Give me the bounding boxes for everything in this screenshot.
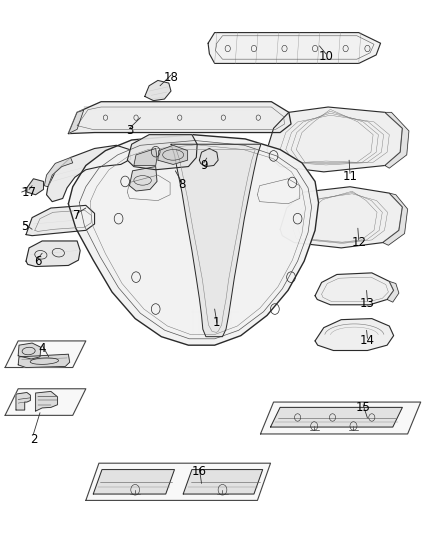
Polygon shape: [383, 193, 408, 245]
Polygon shape: [385, 112, 409, 168]
Polygon shape: [16, 392, 30, 410]
Polygon shape: [86, 463, 271, 500]
Polygon shape: [387, 281, 399, 302]
Polygon shape: [145, 80, 171, 101]
Polygon shape: [171, 144, 261, 337]
Text: 8: 8: [178, 177, 186, 191]
Text: 9: 9: [200, 159, 208, 172]
Text: 3: 3: [126, 124, 133, 138]
Polygon shape: [68, 135, 318, 345]
Text: 18: 18: [163, 71, 178, 84]
Polygon shape: [18, 343, 41, 359]
Text: 1: 1: [213, 316, 221, 329]
Text: 16: 16: [192, 465, 207, 478]
Polygon shape: [267, 107, 403, 172]
Polygon shape: [261, 402, 421, 434]
Text: 5: 5: [21, 220, 28, 233]
Text: 7: 7: [73, 209, 81, 222]
Text: 15: 15: [356, 401, 371, 414]
Polygon shape: [315, 319, 394, 351]
Polygon shape: [271, 407, 403, 427]
Polygon shape: [27, 179, 43, 195]
Polygon shape: [35, 391, 57, 411]
Polygon shape: [5, 341, 86, 368]
Text: 4: 4: [39, 342, 46, 356]
Text: 10: 10: [318, 50, 333, 63]
Text: 17: 17: [21, 185, 37, 199]
Polygon shape: [158, 146, 187, 165]
Polygon shape: [5, 389, 86, 415]
Polygon shape: [130, 166, 157, 191]
Polygon shape: [18, 354, 70, 368]
Text: 12: 12: [351, 236, 366, 249]
Text: 14: 14: [360, 334, 375, 348]
Polygon shape: [46, 146, 131, 201]
Text: 11: 11: [343, 169, 357, 183]
Polygon shape: [199, 149, 218, 166]
Polygon shape: [280, 187, 403, 248]
Polygon shape: [183, 470, 263, 494]
Polygon shape: [127, 135, 197, 169]
Text: 2: 2: [30, 433, 37, 446]
Polygon shape: [26, 241, 80, 266]
Polygon shape: [68, 102, 291, 134]
Polygon shape: [93, 470, 174, 494]
Polygon shape: [68, 110, 84, 134]
Polygon shape: [134, 149, 157, 165]
Polygon shape: [315, 273, 394, 305]
Polygon shape: [44, 158, 73, 187]
Polygon shape: [208, 33, 381, 63]
Text: 13: 13: [360, 297, 375, 310]
Text: 6: 6: [34, 255, 42, 268]
Polygon shape: [26, 205, 95, 236]
